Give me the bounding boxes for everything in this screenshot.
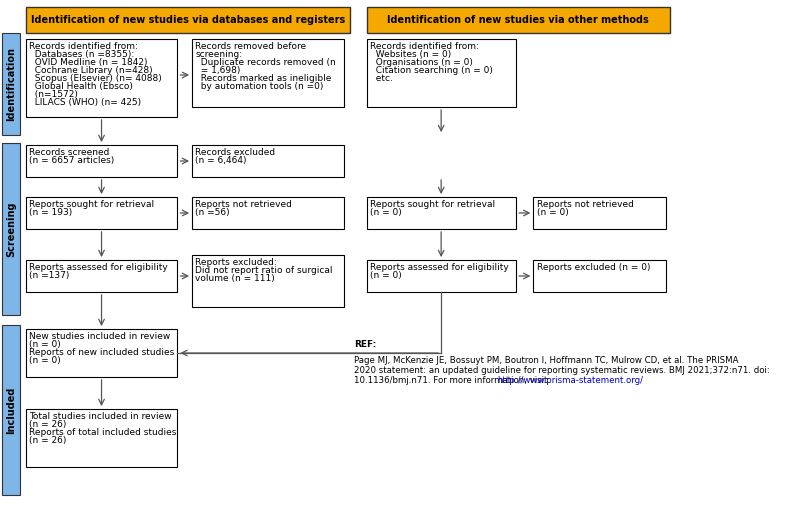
FancyBboxPatch shape bbox=[26, 409, 178, 467]
Text: (n =56): (n =56) bbox=[195, 208, 230, 217]
FancyBboxPatch shape bbox=[192, 145, 344, 177]
Text: Scopus (Elsevier) (n= 4088): Scopus (Elsevier) (n= 4088) bbox=[29, 74, 162, 83]
Text: Global Health (Ebsco): Global Health (Ebsco) bbox=[29, 82, 133, 91]
FancyBboxPatch shape bbox=[2, 33, 21, 135]
Text: Records screened: Records screened bbox=[29, 148, 110, 157]
FancyBboxPatch shape bbox=[192, 255, 344, 307]
FancyBboxPatch shape bbox=[534, 260, 666, 292]
Text: Reports assessed for eligibility: Reports assessed for eligibility bbox=[29, 263, 168, 272]
Text: volume (n = 111): volume (n = 111) bbox=[195, 274, 275, 283]
Text: Included: Included bbox=[6, 386, 16, 434]
Text: screening:: screening: bbox=[195, 50, 242, 59]
Text: 10.1136/bmj.n71. For more information, visit:: 10.1136/bmj.n71. For more information, v… bbox=[354, 376, 553, 385]
Text: REF:: REF: bbox=[354, 340, 376, 349]
Text: Citation searching (n = 0): Citation searching (n = 0) bbox=[370, 66, 493, 75]
Text: (n = 26): (n = 26) bbox=[29, 420, 66, 429]
Text: Records marked as ineligible: Records marked as ineligible bbox=[195, 74, 332, 83]
Text: Page MJ, McKenzie JE, Bossuyt PM, Boutron I, Hoffmann TC, Mulrow CD, et al. The : Page MJ, McKenzie JE, Bossuyt PM, Boutro… bbox=[354, 356, 738, 365]
Text: Did not report ratio of surgical: Did not report ratio of surgical bbox=[195, 266, 333, 275]
Text: (n =137): (n =137) bbox=[29, 271, 70, 280]
Text: Records removed before: Records removed before bbox=[195, 42, 306, 51]
Text: Cochrane Library (n=428): Cochrane Library (n=428) bbox=[29, 66, 153, 75]
Text: Reports sought for retrieval: Reports sought for retrieval bbox=[29, 200, 154, 209]
Text: Reports excluded (n = 0): Reports excluded (n = 0) bbox=[537, 263, 650, 272]
Text: (n = 0): (n = 0) bbox=[537, 208, 569, 217]
Text: http://www.prisma-statement.org/: http://www.prisma-statement.org/ bbox=[498, 376, 643, 385]
Text: Reports sought for retrieval: Reports sought for retrieval bbox=[370, 200, 495, 209]
Text: Total studies included in review: Total studies included in review bbox=[29, 412, 172, 421]
FancyBboxPatch shape bbox=[192, 197, 344, 229]
Text: (n = 193): (n = 193) bbox=[29, 208, 72, 217]
Text: Records identified from:: Records identified from: bbox=[370, 42, 479, 51]
Text: (n = 6657 articles): (n = 6657 articles) bbox=[29, 156, 114, 165]
FancyBboxPatch shape bbox=[2, 325, 21, 495]
Text: New studies included in review: New studies included in review bbox=[29, 332, 170, 341]
Text: Identification of new studies via other methods: Identification of new studies via other … bbox=[387, 15, 649, 25]
Text: Organisations (n = 0): Organisations (n = 0) bbox=[370, 58, 473, 67]
FancyBboxPatch shape bbox=[26, 197, 178, 229]
Text: Websites (n = 0): Websites (n = 0) bbox=[370, 50, 451, 59]
Text: Identification: Identification bbox=[6, 47, 16, 121]
Text: Reports not retrieved: Reports not retrieved bbox=[537, 200, 634, 209]
Text: (n = 0): (n = 0) bbox=[29, 340, 61, 349]
Text: Reports not retrieved: Reports not retrieved bbox=[195, 200, 292, 209]
FancyBboxPatch shape bbox=[2, 143, 21, 315]
Text: (n = 0): (n = 0) bbox=[370, 271, 402, 280]
Text: (n = 6,464): (n = 6,464) bbox=[195, 156, 247, 165]
Text: = 1,698): = 1,698) bbox=[195, 66, 241, 75]
Text: etc.: etc. bbox=[370, 74, 393, 83]
FancyBboxPatch shape bbox=[367, 260, 516, 292]
Text: Reports of new included studies: Reports of new included studies bbox=[29, 348, 174, 357]
FancyBboxPatch shape bbox=[26, 145, 178, 177]
Text: Screening: Screening bbox=[6, 201, 16, 257]
Text: (n = 26): (n = 26) bbox=[29, 436, 66, 445]
FancyBboxPatch shape bbox=[367, 39, 516, 107]
Text: Identification of new studies via databases and registers: Identification of new studies via databa… bbox=[30, 15, 345, 25]
FancyBboxPatch shape bbox=[26, 329, 178, 377]
Text: Records excluded: Records excluded bbox=[195, 148, 275, 157]
Text: OVID Medline (n = 1842): OVID Medline (n = 1842) bbox=[29, 58, 147, 67]
FancyBboxPatch shape bbox=[367, 7, 670, 33]
Text: (n = 0): (n = 0) bbox=[29, 356, 61, 365]
Text: (n=1572): (n=1572) bbox=[29, 90, 78, 99]
Text: Reports excluded:: Reports excluded: bbox=[195, 258, 277, 267]
Text: LILACS (WHO) (n= 425): LILACS (WHO) (n= 425) bbox=[29, 98, 141, 107]
Text: (n = 0): (n = 0) bbox=[370, 208, 402, 217]
FancyBboxPatch shape bbox=[26, 39, 178, 117]
Text: Duplicate records removed (n: Duplicate records removed (n bbox=[195, 58, 336, 67]
FancyBboxPatch shape bbox=[367, 197, 516, 229]
Text: Reports assessed for eligibility: Reports assessed for eligibility bbox=[370, 263, 509, 272]
Text: Records identified from:: Records identified from: bbox=[29, 42, 138, 51]
FancyBboxPatch shape bbox=[26, 7, 350, 33]
Text: Databases (n =8355):: Databases (n =8355): bbox=[29, 50, 134, 59]
Text: Reports of total included studies: Reports of total included studies bbox=[29, 428, 176, 437]
Text: 2020 statement: an updated guideline for reporting systematic reviews. BMJ 2021;: 2020 statement: an updated guideline for… bbox=[354, 366, 770, 375]
FancyBboxPatch shape bbox=[534, 197, 666, 229]
FancyBboxPatch shape bbox=[192, 39, 344, 107]
FancyBboxPatch shape bbox=[26, 260, 178, 292]
Text: by automation tools (n =0): by automation tools (n =0) bbox=[195, 82, 324, 91]
